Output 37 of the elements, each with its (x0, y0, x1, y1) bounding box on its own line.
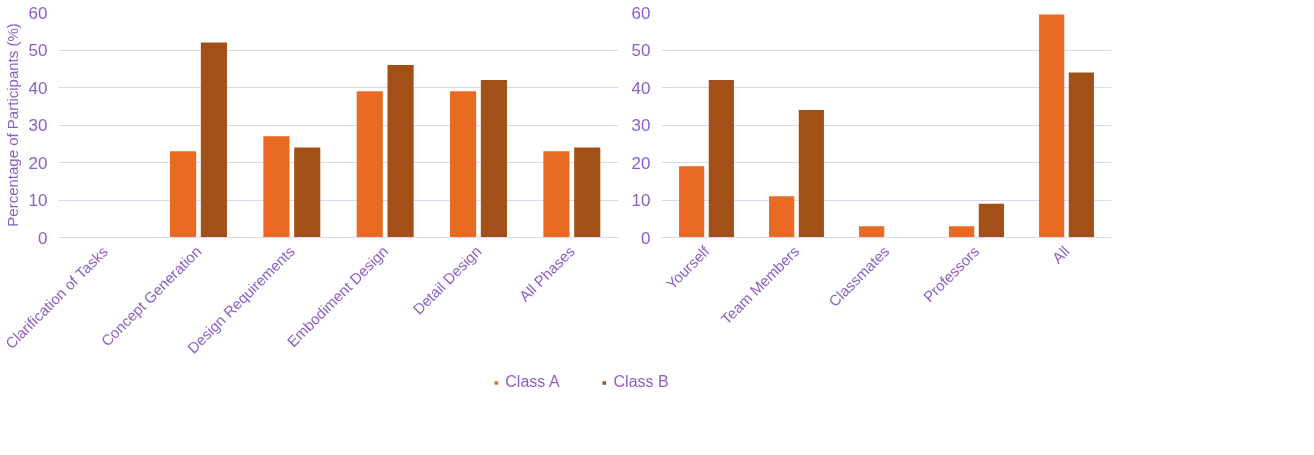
y-tick-label: 40 (28, 78, 48, 98)
bar (798, 110, 824, 238)
y-tick-label: 50 (28, 41, 48, 60)
bar (387, 65, 414, 238)
bar (480, 80, 507, 238)
y-tick-label: 10 (631, 191, 651, 210)
y-tick-label: 40 (631, 78, 651, 98)
y-tick-label: 30 (631, 116, 651, 135)
bar (769, 196, 795, 238)
x-tick-label: All (1048, 242, 1073, 267)
y-tick-label: 10 (28, 191, 48, 210)
y-tick-label: 20 (28, 153, 48, 173)
bar (949, 226, 975, 238)
legend-label: Class A (505, 373, 560, 391)
y-tick-label: 0 (641, 228, 651, 248)
bar (356, 91, 383, 238)
bar (263, 136, 290, 238)
bar (200, 42, 227, 238)
y-tick-label: 60 (28, 3, 48, 23)
bar (708, 80, 734, 238)
y-axis-title: Percentage of Participants (%) (3, 23, 21, 227)
bar (679, 166, 705, 238)
y-tick-label: 50 (631, 41, 651, 60)
bar (978, 203, 1004, 238)
bar (1068, 72, 1094, 238)
bar (543, 151, 570, 238)
y-tick-label: 0 (38, 228, 48, 248)
bar (450, 91, 477, 238)
y-tick-label: 60 (631, 3, 651, 23)
bar (170, 151, 197, 238)
y-tick-label: 30 (28, 116, 48, 135)
bar (1039, 14, 1065, 238)
legend-label: Class B (613, 373, 669, 391)
bar (859, 226, 885, 238)
bar (574, 147, 601, 238)
bar (294, 147, 321, 238)
y-tick-label: 20 (631, 153, 651, 173)
